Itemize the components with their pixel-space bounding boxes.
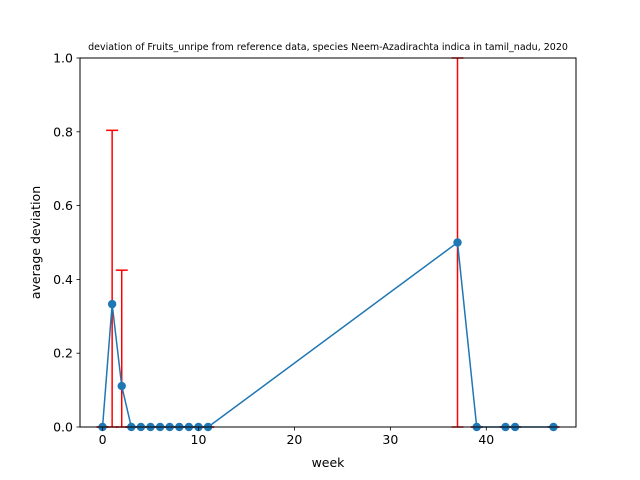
axes-frame xyxy=(79,57,577,428)
x-axis-label: week xyxy=(312,455,346,470)
x-tick-label: 40 xyxy=(478,432,494,447)
data-point xyxy=(117,381,126,391)
x-axis-ticks: 0 10 20 30 40 xyxy=(99,427,494,447)
series-line xyxy=(101,241,554,428)
data-point xyxy=(453,238,462,247)
chart-title: deviation of Fruits_unripe from referenc… xyxy=(88,42,568,53)
x-tick-label: 0 xyxy=(99,432,107,447)
y-tick-label: 0.6 xyxy=(53,198,73,213)
y-tick-label: 0.8 xyxy=(53,124,73,139)
y-tick-label: 0.4 xyxy=(53,272,73,287)
y-tick-label: 0.0 xyxy=(53,420,73,435)
y-axis-ticks: 0.0 0.2 0.4 0.6 0.8 1.0 xyxy=(53,51,80,435)
y-tick-label: 1.0 xyxy=(53,51,73,66)
y-axis-label: average deviation xyxy=(28,186,43,299)
data-point xyxy=(107,299,117,309)
plot-area xyxy=(96,57,560,432)
x-tick-label: 20 xyxy=(286,432,302,447)
x-tick-label: 30 xyxy=(382,432,398,447)
x-tick-label: 10 xyxy=(191,432,207,447)
y-tick-label: 0.2 xyxy=(53,346,73,361)
